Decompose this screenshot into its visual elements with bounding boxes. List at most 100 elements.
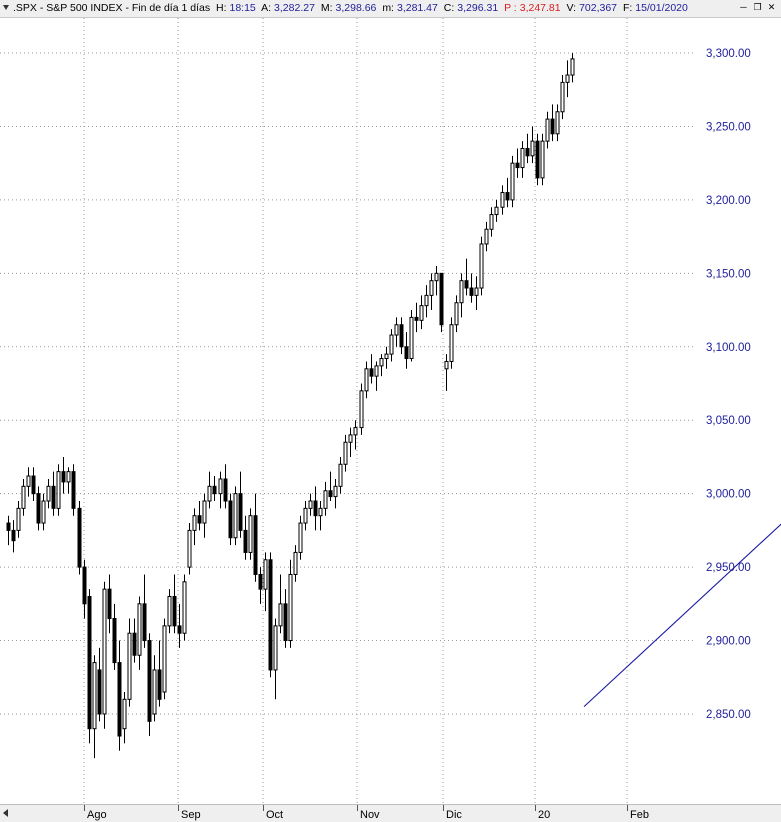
candle-body: [414, 316, 419, 321]
candle-body: [167, 595, 172, 627]
candle: [459, 273, 464, 318]
candle: [348, 427, 353, 457]
y-tick-label: 3,300.00: [706, 48, 751, 60]
candle-body: [525, 147, 530, 157]
candle: [238, 471, 243, 538]
candle-body: [535, 140, 540, 179]
trendlines: [583, 523, 781, 708]
minimize-icon[interactable]: ─: [737, 1, 750, 14]
candle-body: [409, 316, 414, 360]
candle: [288, 559, 293, 648]
x-tick: [535, 805, 536, 811]
candle: [535, 133, 540, 186]
candle: [182, 574, 187, 641]
price-label: P :: [504, 2, 517, 14]
candles: [6, 53, 575, 759]
candle-body: [374, 365, 379, 377]
candle-body: [16, 507, 21, 531]
close-icon[interactable]: ✕: [765, 1, 778, 14]
candle: [298, 515, 303, 560]
y-tick-label: 2,900.00: [706, 636, 751, 648]
grid: [0, 18, 695, 804]
candle-body: [449, 324, 454, 362]
time-axis: Ago Sep Oct Nov Dic 20 Feb: [0, 804, 781, 822]
candle-body: [152, 669, 157, 715]
x-tick-label: Feb: [630, 809, 649, 821]
candle: [545, 111, 550, 149]
candle-body: [273, 625, 278, 671]
candle: [82, 559, 87, 619]
candle: [479, 236, 484, 296]
candle-body: [520, 147, 525, 169]
candle: [369, 354, 374, 384]
candle: [318, 501, 323, 531]
candle: [137, 596, 142, 670]
candle-body: [474, 287, 479, 296]
candle-body: [177, 625, 182, 634]
candle: [31, 467, 36, 502]
candle-body: [469, 287, 474, 296]
candle: [162, 618, 167, 700]
candle-body: [92, 662, 97, 730]
candle-body: [127, 632, 132, 700]
candle-body: [298, 522, 303, 553]
candle-body: [570, 58, 575, 76]
candle-body: [565, 74, 570, 83]
x-tick-label: Sep: [181, 809, 201, 821]
candle: [268, 552, 273, 678]
candle: [469, 273, 474, 303]
volume-label: V:: [566, 2, 577, 14]
candle: [122, 691, 127, 744]
time-value: 18:15: [229, 2, 256, 14]
candle: [500, 185, 505, 215]
y-tick-label: 2,950.00: [706, 562, 751, 574]
candle: [212, 476, 217, 502]
candle: [510, 155, 515, 208]
y-tick-label: 3,150.00: [706, 268, 751, 280]
restore-icon[interactable]: ❐: [751, 1, 764, 14]
candle: [515, 148, 520, 178]
candle: [41, 493, 46, 531]
candle: [107, 574, 112, 634]
candle-body: [308, 500, 313, 509]
candle: [87, 589, 92, 744]
candle: [308, 493, 313, 516]
scroll-left-icon[interactable]: [3, 809, 8, 817]
candle-body: [399, 324, 404, 348]
candle-body: [323, 490, 328, 509]
candle: [303, 501, 308, 531]
candle: [555, 104, 560, 142]
candle-body: [218, 478, 223, 495]
candle-body: [459, 280, 464, 304]
candle-body: [66, 471, 71, 483]
candle-body: [510, 162, 515, 201]
candle: [494, 199, 499, 222]
x-tick: [627, 805, 628, 811]
candle-body: [253, 515, 258, 575]
candle: [152, 655, 157, 722]
candle-body: [6, 522, 11, 531]
candle: [353, 420, 358, 450]
x-tick: [357, 805, 358, 811]
candle-body: [318, 507, 323, 517]
candle-body: [228, 500, 233, 539]
candle-body: [248, 515, 253, 553]
candle-body: [192, 515, 197, 531]
symbol-title: .SPX - S&P 500 INDEX - Fin de día 1 días: [13, 2, 211, 14]
candle-body: [439, 272, 444, 326]
x-tick: [263, 805, 264, 811]
candle-body: [550, 118, 555, 135]
candle: [540, 133, 545, 186]
candle-body: [545, 118, 550, 142]
candle: [570, 53, 575, 83]
candlestick-chart[interactable]: 2,850.00 2,900.00 2,950.00 3,000.00 3,050.00…: [0, 18, 781, 804]
candle-body: [41, 500, 46, 524]
candle: [102, 581, 107, 729]
x-tick-label: Nov: [360, 809, 380, 821]
candle-body: [182, 581, 187, 634]
high-value: 3,298.66: [335, 2, 377, 14]
candle-body: [429, 280, 434, 296]
candle: [484, 221, 489, 252]
x-tick: [84, 805, 85, 811]
menu-dropdown-icon[interactable]: [3, 5, 9, 10]
